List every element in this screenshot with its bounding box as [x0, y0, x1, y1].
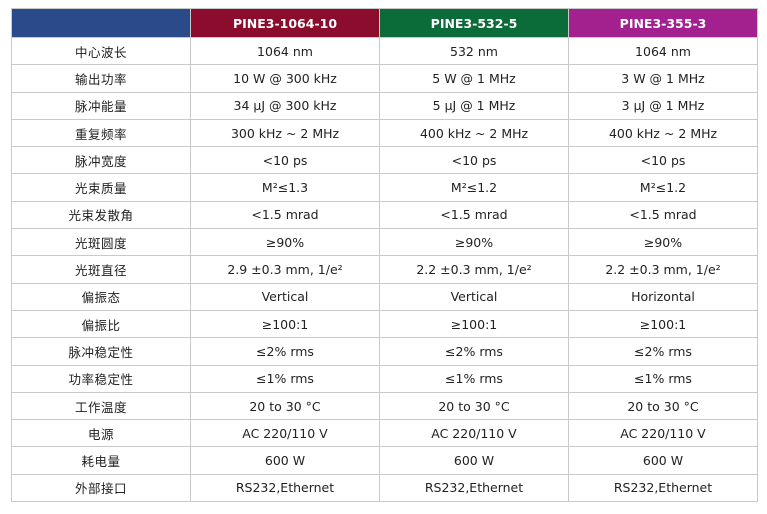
- spec-value-cell: Horizontal: [568, 282, 758, 311]
- table-row: 偏振态 Vertical Vertical Horizontal: [11, 282, 758, 311]
- row-label: 脉冲稳定性: [11, 337, 191, 366]
- model-header: PINE3-532-5: [379, 8, 569, 38]
- table-row: 光斑直径 2.9 ±0.3 mm, 1/e² 2.2 ±0.3 mm, 1/e² 2.…: [11, 255, 758, 284]
- spec-value-cell: ≤2% rms: [379, 337, 569, 366]
- spec-value-cell: ≥100:1: [190, 309, 380, 339]
- row-label: 光束发散角: [11, 200, 191, 230]
- corner-header: [11, 8, 191, 38]
- spec-value-cell: 532 nm: [379, 36, 569, 66]
- spec-value-cell: 300 kHz ~ 2 MHz: [190, 118, 380, 148]
- row-label: 电源: [11, 419, 191, 448]
- spec-value-cell: 400 kHz ~ 2 MHz: [379, 118, 569, 148]
- table-row: 耗电量 600 W 600 W 600 W: [11, 446, 758, 475]
- spec-value-cell: 2.9 ±0.3 mm, 1/e²: [190, 255, 380, 284]
- row-label: 脉冲能量: [11, 91, 191, 120]
- spec-value-cell: M²≤1.2: [568, 173, 758, 202]
- table-row: 重复频率 300 kHz ~ 2 MHz 400 kHz ~ 2 MHz 400 kH…: [11, 118, 758, 148]
- spec-value-cell: 20 to 30 °C: [190, 391, 380, 421]
- spec-value-cell: 2.2 ±0.3 mm, 1/e²: [568, 255, 758, 284]
- row-label: 重复频率: [11, 118, 191, 148]
- spec-value-cell: RS232,Ethernet: [190, 473, 380, 503]
- table-row: 脉冲宽度 <10 ps <10 ps <10 ps: [11, 146, 758, 175]
- spec-value-cell: <1.5 mrad: [568, 200, 758, 230]
- spec-value-cell: ≤1% rms: [568, 364, 758, 393]
- spec-value-cell: ≥100:1: [568, 309, 758, 339]
- table-row: 光束发散角 <1.5 mrad <1.5 mrad <1.5 mrad: [11, 200, 758, 230]
- spec-value-cell: 5 μJ @ 1 MHz: [379, 91, 569, 120]
- spec-value-cell: 1064 nm: [568, 36, 758, 66]
- spec-value-cell: M²≤1.2: [379, 173, 569, 202]
- spec-value-cell: AC 220/110 V: [379, 419, 569, 448]
- row-label: 光束质量: [11, 173, 191, 202]
- row-label: 光斑直径: [11, 255, 191, 284]
- spec-value-cell: <1.5 mrad: [190, 200, 380, 230]
- spec-value-cell: RS232,Ethernet: [379, 473, 569, 503]
- table-row: 输出功率 10 W @ 300 kHz 5 W @ 1 MHz 3 W @ 1 MHz: [11, 64, 758, 93]
- row-label: 外部接口: [11, 473, 191, 503]
- spec-value-cell: Vertical: [190, 282, 380, 311]
- spec-value-cell: <10 ps: [190, 146, 380, 175]
- spec-value-cell: <1.5 mrad: [379, 200, 569, 230]
- spec-value-cell: ≤2% rms: [568, 337, 758, 366]
- spec-value-cell: <10 ps: [379, 146, 569, 175]
- spec-value-cell: 20 to 30 °C: [568, 391, 758, 421]
- spec-body: 中心波长 1064 nm 532 nm 1064 nm 输出功率 10 W @ 300 k…: [11, 36, 758, 503]
- table-row: 电源 AC 220/110 V AC 220/110 V AC 220/110 V: [11, 419, 758, 448]
- spec-table: PINE3-1064-10 PINE3-532-5 PINE3-355-3 中心…: [11, 8, 758, 503]
- model-header: PINE3-1064-10: [190, 8, 380, 38]
- row-label: 偏振比: [11, 309, 191, 339]
- row-label: 中心波长: [11, 36, 191, 66]
- row-label: 脉冲宽度: [11, 146, 191, 175]
- table-row: 光斑圆度 ≥90% ≥90% ≥90%: [11, 228, 758, 257]
- spec-value-cell: ≤1% rms: [379, 364, 569, 393]
- spec-value-cell: ≤1% rms: [190, 364, 380, 393]
- row-label: 光斑圆度: [11, 228, 191, 257]
- table-row: 偏振比 ≥100:1 ≥100:1 ≥100:1: [11, 309, 758, 339]
- spec-value-cell: 34 μJ @ 300 kHz: [190, 91, 380, 120]
- spec-value-cell: RS232,Ethernet: [568, 473, 758, 503]
- spec-value-cell: 600 W: [568, 446, 758, 475]
- row-label: 工作温度: [11, 391, 191, 421]
- spec-value-cell: 3 W @ 1 MHz: [568, 64, 758, 93]
- table-row: 工作温度 20 to 30 °C 20 to 30 °C 20 to 30 °C: [11, 391, 758, 421]
- spec-value-cell: ≥90%: [568, 228, 758, 257]
- row-label: 输出功率: [11, 64, 191, 93]
- row-label: 功率稳定性: [11, 364, 191, 393]
- spec-value-cell: 600 W: [379, 446, 569, 475]
- spec-value-cell: 20 to 30 °C: [379, 391, 569, 421]
- spec-value-cell: 400 kHz ~ 2 MHz: [568, 118, 758, 148]
- model-header: PINE3-355-3: [568, 8, 758, 38]
- spec-value-cell: ≥100:1: [379, 309, 569, 339]
- spec-value-cell: AC 220/110 V: [568, 419, 758, 448]
- spec-value-cell: Vertical: [379, 282, 569, 311]
- spec-value-cell: 5 W @ 1 MHz: [379, 64, 569, 93]
- row-label: 偏振态: [11, 282, 191, 311]
- spec-value-cell: ≥90%: [379, 228, 569, 257]
- table-row: 功率稳定性 ≤1% rms ≤1% rms ≤1% rms: [11, 364, 758, 393]
- spec-value-cell: M²≤1.3: [190, 173, 380, 202]
- spec-value-cell: 1064 nm: [190, 36, 380, 66]
- spec-value-cell: ≤2% rms: [190, 337, 380, 366]
- spec-value-cell: 600 W: [190, 446, 380, 475]
- table-row: 外部接口 RS232,Ethernet RS232,Ethernet RS232,Et…: [11, 473, 758, 503]
- spec-value-cell: 2.2 ±0.3 mm, 1/e²: [379, 255, 569, 284]
- header-row: PINE3-1064-10 PINE3-532-5 PINE3-355-3: [11, 8, 758, 38]
- table-row: 脉冲稳定性 ≤2% rms ≤2% rms ≤2% rms: [11, 337, 758, 366]
- spec-value-cell: <10 ps: [568, 146, 758, 175]
- table-row: 脉冲能量 34 μJ @ 300 kHz 5 μJ @ 1 MHz 3 μJ @ 1 …: [11, 91, 758, 120]
- spec-value-cell: AC 220/110 V: [190, 419, 380, 448]
- spec-value-cell: ≥90%: [190, 228, 380, 257]
- row-label: 耗电量: [11, 446, 191, 475]
- spec-value-cell: 10 W @ 300 kHz: [190, 64, 380, 93]
- spec-value-cell: 3 μJ @ 1 MHz: [568, 91, 758, 120]
- table-row: 中心波长 1064 nm 532 nm 1064 nm: [11, 36, 758, 66]
- table-row: 光束质量 M²≤1.3 M²≤1.2 M²≤1.2: [11, 173, 758, 202]
